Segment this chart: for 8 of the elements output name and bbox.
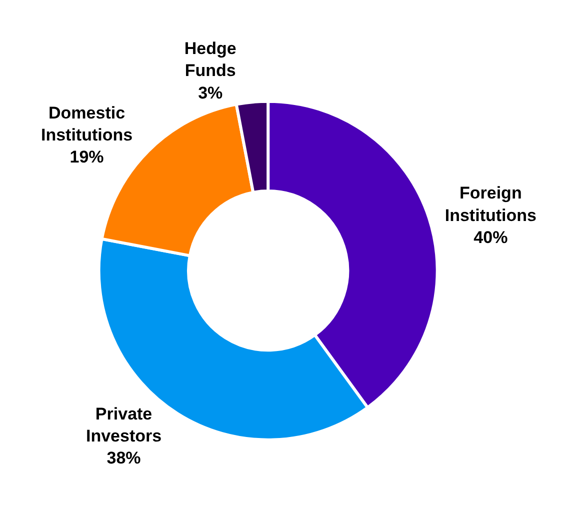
data-label: 19% bbox=[70, 148, 104, 167]
data-label: 40% bbox=[474, 228, 508, 247]
slice-label: Domestic Institutions bbox=[40, 103, 133, 145]
data-label: 38% bbox=[106, 448, 141, 468]
slice-label: Hedge Funds bbox=[184, 39, 236, 80]
data-label: 3% bbox=[198, 83, 223, 102]
slice-label: Private Investors bbox=[86, 404, 162, 446]
slice-label: Foreign Institutions bbox=[444, 184, 536, 225]
